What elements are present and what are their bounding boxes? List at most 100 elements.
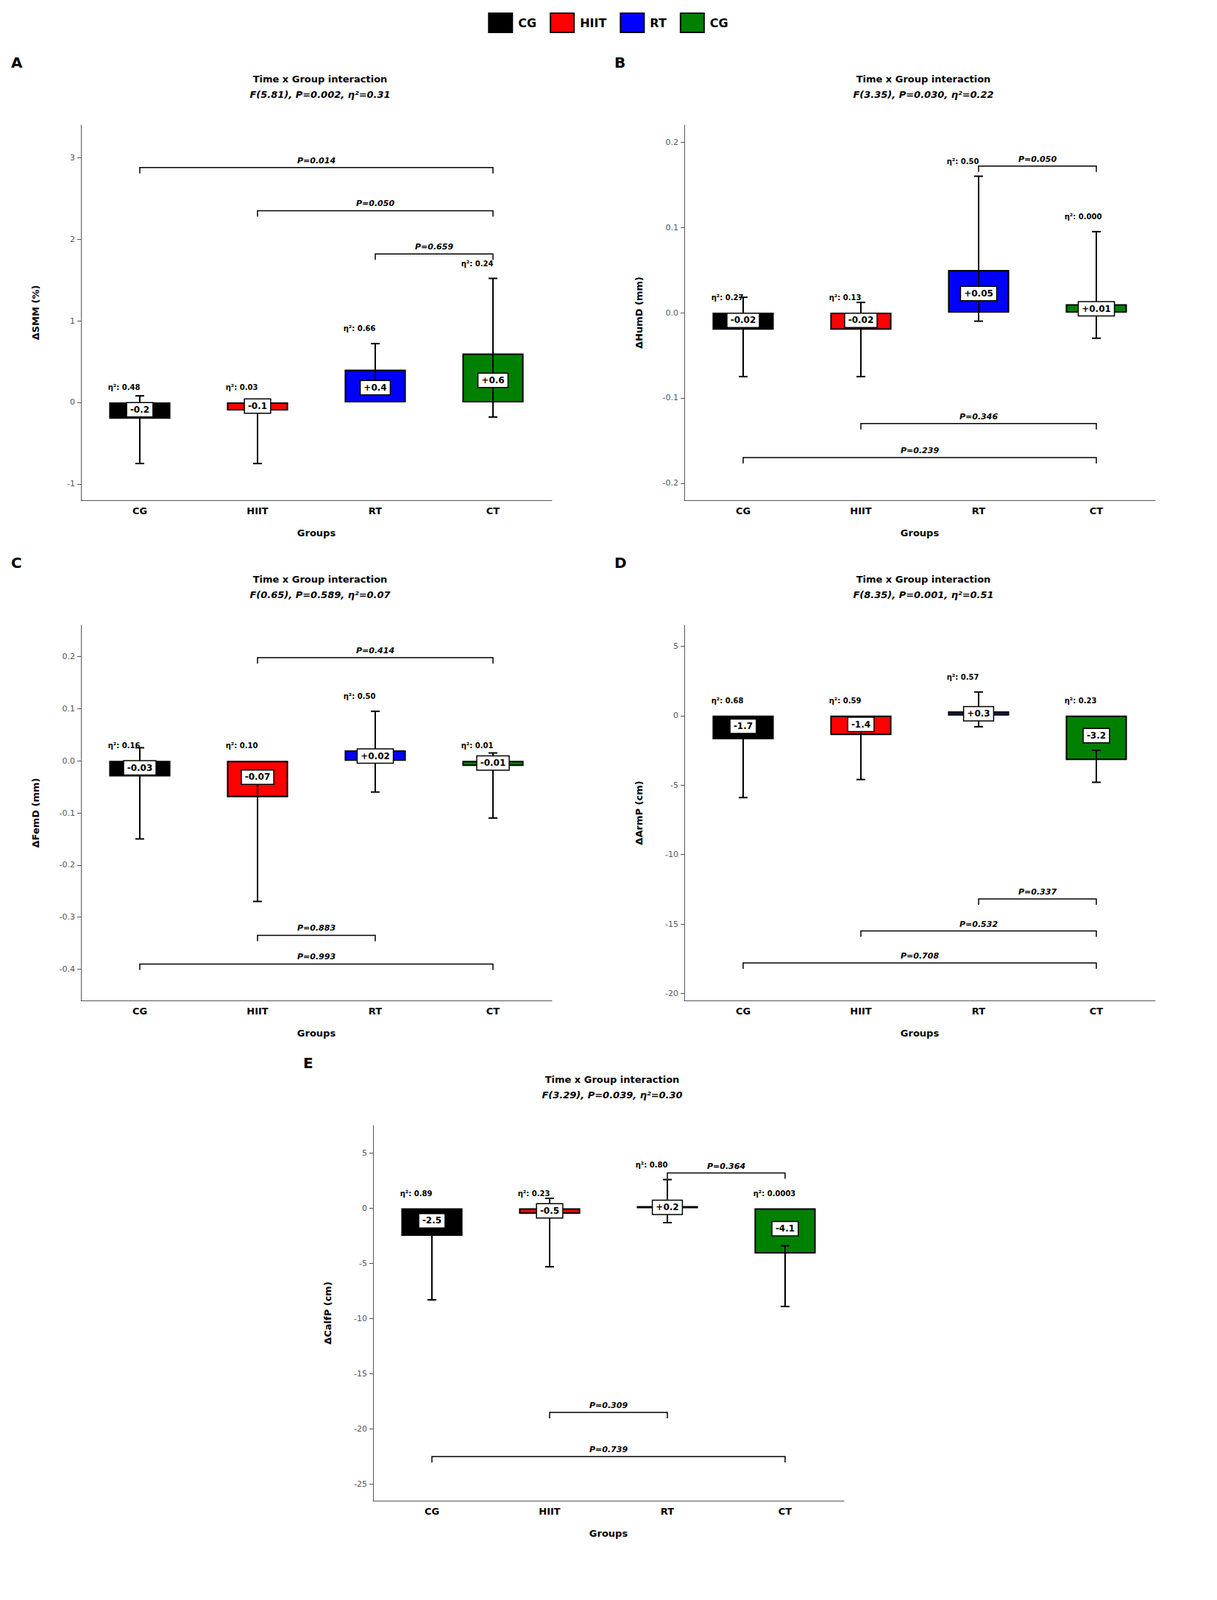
svg-text:η²: 0.03: η²: 0.03 bbox=[225, 383, 259, 392]
svg-text:-0.4: -0.4 bbox=[59, 964, 76, 975]
svg-text:CT: CT bbox=[778, 1506, 793, 1518]
svg-text:F(8.35), P=0.001, η²=0.51: F(8.35), P=0.001, η²=0.51 bbox=[852, 589, 994, 601]
svg-text:η²: 0.57: η²: 0.57 bbox=[946, 673, 980, 682]
svg-text:P=0.239: P=0.239 bbox=[900, 445, 939, 456]
svg-text:η²: 0.01: η²: 0.01 bbox=[461, 741, 494, 750]
svg-text:P=0.309: P=0.309 bbox=[589, 1400, 628, 1411]
svg-text:-0.2: -0.2 bbox=[59, 860, 76, 870]
svg-text:HIIT: HIIT bbox=[538, 1506, 561, 1518]
svg-text:-0.2: -0.2 bbox=[130, 404, 150, 415]
svg-text:η²: 0.50: η²: 0.50 bbox=[946, 157, 980, 166]
svg-text:-3.2: -3.2 bbox=[1086, 730, 1106, 741]
svg-text:P=0.414: P=0.414 bbox=[356, 646, 395, 656]
svg-text:HIIT: HIIT bbox=[849, 505, 872, 517]
svg-text:RT: RT bbox=[660, 1506, 674, 1518]
svg-text:RT: RT bbox=[971, 1005, 986, 1017]
svg-text:-20: -20 bbox=[665, 988, 679, 999]
svg-text:-0.1: -0.1 bbox=[59, 808, 76, 819]
svg-text:A: A bbox=[11, 53, 23, 72]
svg-text:η²: 0.10: η²: 0.10 bbox=[225, 741, 259, 750]
svg-text:η²: 0.66: η²: 0.66 bbox=[343, 324, 376, 333]
svg-text:P=0.659: P=0.659 bbox=[414, 242, 454, 252]
svg-text:0.1: 0.1 bbox=[62, 704, 76, 714]
svg-text:0.0: 0.0 bbox=[665, 308, 680, 318]
svg-text:ΔFemD (mm): ΔFemD (mm) bbox=[30, 777, 42, 848]
svg-text:η²: 0.23: η²: 0.23 bbox=[517, 1189, 551, 1198]
svg-text:-0.02: -0.02 bbox=[848, 314, 875, 326]
svg-text:RT: RT bbox=[368, 1005, 382, 1017]
svg-text:-1: -1 bbox=[66, 479, 76, 489]
svg-text:P=0.050: P=0.050 bbox=[1018, 154, 1057, 165]
svg-text:-0.5: -0.5 bbox=[540, 1205, 560, 1217]
svg-text:-20: -20 bbox=[353, 1424, 368, 1435]
svg-text:5: 5 bbox=[673, 641, 679, 652]
svg-text:+0.6: +0.6 bbox=[481, 375, 505, 386]
svg-text:ΔArmP (cm): ΔArmP (cm) bbox=[633, 780, 645, 845]
svg-text:0.2: 0.2 bbox=[665, 137, 680, 148]
svg-text:-0.07: -0.07 bbox=[245, 771, 271, 783]
svg-text:η²: 0.48: η²: 0.48 bbox=[108, 383, 141, 392]
svg-text:ΔSMM (%): ΔSMM (%) bbox=[30, 285, 42, 341]
svg-text:CG: CG bbox=[132, 505, 148, 517]
svg-text:η²: 0.27: η²: 0.27 bbox=[711, 293, 744, 302]
svg-text:-1.4: -1.4 bbox=[851, 719, 871, 730]
svg-text:CT: CT bbox=[486, 1005, 501, 1017]
svg-text:P=0.050: P=0.050 bbox=[356, 198, 395, 209]
svg-text:-0.02: -0.02 bbox=[730, 314, 757, 326]
svg-text:η²: 0.13: η²: 0.13 bbox=[829, 293, 862, 302]
svg-text:Groups: Groups bbox=[900, 1027, 940, 1039]
svg-text:Time x Group interaction: Time x Group interaction bbox=[253, 73, 388, 85]
svg-text:η²: 0.24: η²: 0.24 bbox=[461, 259, 494, 268]
svg-text:0: 0 bbox=[69, 397, 76, 407]
svg-text:Groups: Groups bbox=[297, 527, 337, 539]
svg-text:+0.4: +0.4 bbox=[363, 382, 387, 393]
svg-text:P=0.708: P=0.708 bbox=[900, 951, 939, 961]
svg-text:-0.1: -0.1 bbox=[247, 401, 268, 412]
svg-text:0.1: 0.1 bbox=[665, 222, 680, 233]
svg-text:0.0: 0.0 bbox=[62, 756, 76, 766]
svg-text:Groups: Groups bbox=[297, 1027, 337, 1039]
svg-text:CG: CG bbox=[735, 505, 751, 517]
svg-text:-0.01: -0.01 bbox=[480, 757, 507, 769]
svg-text:CT: CT bbox=[486, 505, 501, 517]
svg-text:P=0.739: P=0.739 bbox=[589, 1445, 628, 1455]
svg-text:Time x Group interaction: Time x Group interaction bbox=[545, 1074, 680, 1086]
svg-text:RT: RT bbox=[649, 16, 667, 31]
svg-text:CG: CG bbox=[710, 16, 729, 31]
svg-text:3: 3 bbox=[69, 153, 76, 163]
svg-text:+0.05: +0.05 bbox=[963, 288, 994, 299]
svg-text:F(0.65), P=0.589, η²=0.07: F(0.65), P=0.589, η²=0.07 bbox=[249, 589, 391, 601]
svg-text:CG: CG bbox=[517, 16, 537, 31]
svg-text:η²: 0.89: η²: 0.89 bbox=[400, 1189, 433, 1198]
svg-text:2: 2 bbox=[69, 234, 76, 245]
svg-text:-10: -10 bbox=[353, 1314, 368, 1324]
svg-text:Groups: Groups bbox=[589, 1528, 629, 1540]
svg-text:F(5.81), P=0.002, η²=0.31: F(5.81), P=0.002, η²=0.31 bbox=[249, 89, 390, 101]
svg-text:HIIT: HIIT bbox=[246, 505, 269, 517]
svg-text:Groups: Groups bbox=[900, 527, 940, 539]
svg-text:HIIT: HIIT bbox=[849, 1005, 872, 1017]
svg-text:P=0.364: P=0.364 bbox=[707, 1161, 746, 1172]
svg-text:η²: 0.80: η²: 0.80 bbox=[635, 1161, 669, 1170]
svg-text:η²: 0.0003: η²: 0.0003 bbox=[753, 1189, 797, 1198]
svg-text:P=0.883: P=0.883 bbox=[297, 923, 336, 933]
svg-text:η²: 0.68: η²: 0.68 bbox=[711, 696, 744, 705]
svg-text:-25: -25 bbox=[353, 1479, 368, 1490]
svg-text:CG: CG bbox=[132, 1005, 148, 1017]
svg-text:CT: CT bbox=[1089, 1005, 1104, 1017]
svg-text:C: C bbox=[11, 554, 23, 572]
svg-text:B: B bbox=[614, 53, 626, 72]
svg-text:+0.3: +0.3 bbox=[966, 708, 990, 719]
svg-text:+0.2: +0.2 bbox=[655, 1202, 679, 1213]
svg-text:P=0.532: P=0.532 bbox=[959, 919, 998, 930]
svg-text:5: 5 bbox=[362, 1148, 368, 1159]
svg-text:-15: -15 bbox=[353, 1369, 368, 1379]
svg-text:P=0.993: P=0.993 bbox=[297, 952, 336, 962]
svg-text:Time x Group interaction: Time x Group interaction bbox=[856, 73, 992, 85]
svg-text:P=0.346: P=0.346 bbox=[959, 412, 998, 422]
svg-text:P=0.337: P=0.337 bbox=[1018, 887, 1057, 897]
svg-text:η²: 0.16: η²: 0.16 bbox=[108, 741, 141, 750]
svg-text:1: 1 bbox=[69, 316, 76, 326]
svg-text:0: 0 bbox=[673, 710, 679, 721]
svg-text:HIIT: HIIT bbox=[246, 1005, 269, 1017]
